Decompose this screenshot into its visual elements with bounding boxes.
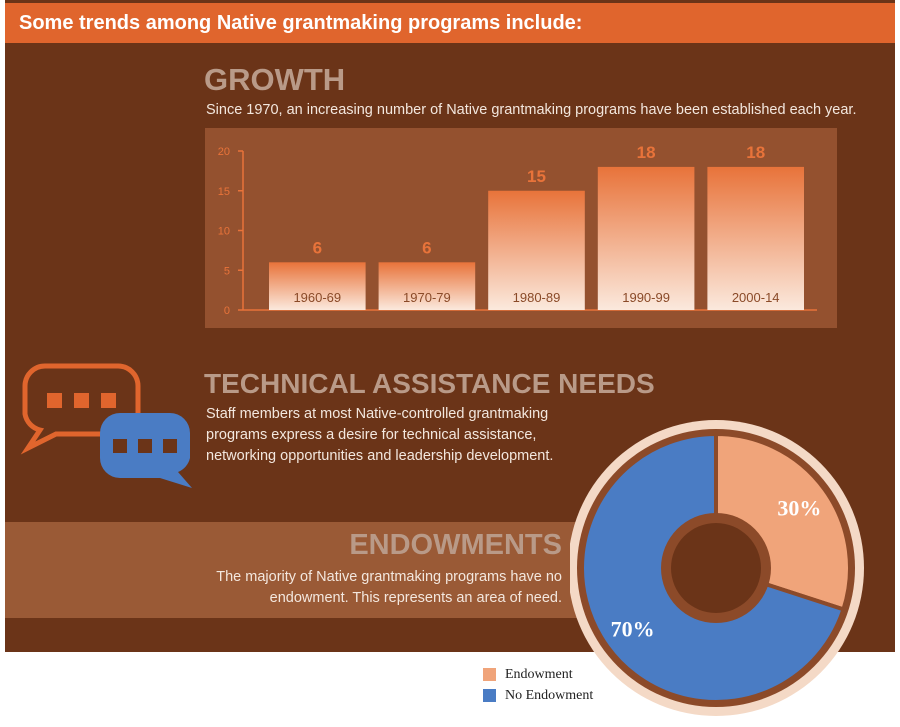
x-tick-label: 1980-89 bbox=[513, 290, 561, 305]
pie-slice-label: 70% bbox=[611, 617, 655, 642]
bar bbox=[269, 262, 366, 310]
bar-value-label: 6 bbox=[422, 238, 431, 257]
y-tick-label: 20 bbox=[218, 146, 230, 158]
x-tick-label: 1960-69 bbox=[293, 290, 341, 305]
y-tick-label: 15 bbox=[218, 186, 230, 198]
x-tick-label: 1990-99 bbox=[622, 290, 670, 305]
legend-swatch bbox=[483, 668, 496, 681]
bar-value-label: 18 bbox=[637, 143, 656, 162]
growth-title: GROWTH bbox=[204, 62, 346, 97]
legend-item: No Endowment bbox=[483, 685, 593, 706]
header-bar: Some trends among Native grantmaking pro… bbox=[5, 3, 895, 43]
y-tick-label: 5 bbox=[224, 265, 230, 277]
dot-icon bbox=[74, 393, 89, 408]
endowment-donut-chart: 30% 70% bbox=[570, 420, 864, 716]
dot-icon bbox=[101, 393, 116, 408]
growth-description: Since 1970, an increasing number of Nati… bbox=[206, 102, 857, 118]
pie-legend: Endowment No Endowment bbox=[483, 664, 593, 706]
legend-label: No Endowment bbox=[505, 687, 594, 703]
endowments-band bbox=[5, 522, 595, 618]
header-title: Some trends among Native grantmaking pro… bbox=[19, 12, 583, 34]
growth-bar-chart: 0 5 10 15 20 6 1960-69 6 1970-79 15 1980-89 18 1990-… bbox=[205, 128, 837, 328]
dot-icon bbox=[47, 393, 62, 408]
chat-icons bbox=[20, 363, 192, 488]
dot-icon bbox=[163, 439, 177, 453]
legend-swatch bbox=[483, 689, 496, 702]
bar bbox=[707, 166, 804, 310]
dot-icon bbox=[138, 439, 152, 453]
technical-assistance-title: TECHNICAL ASSISTANCE NEEDS bbox=[204, 368, 655, 399]
pie-slice-label: 30% bbox=[777, 495, 821, 520]
technical-assistance-description: Staff members at most Native-controlled … bbox=[206, 406, 554, 464]
speech-bubble-icon bbox=[100, 413, 192, 488]
bar bbox=[488, 190, 585, 310]
bar-value-label: 15 bbox=[527, 167, 546, 186]
endowments-title: ENDOWMENTS bbox=[349, 529, 562, 561]
donut-hole bbox=[671, 523, 761, 613]
x-tick-label: 2000-14 bbox=[732, 290, 780, 305]
endowments-description: The majority of Native grantmaking progr… bbox=[216, 569, 562, 606]
bar bbox=[597, 166, 695, 310]
legend-label: Endowment bbox=[505, 666, 573, 682]
dot-icon bbox=[113, 439, 127, 453]
y-tick-label: 0 bbox=[224, 305, 230, 317]
legend-item: Endowment bbox=[483, 664, 593, 685]
y-tick-label: 10 bbox=[218, 226, 230, 238]
x-tick-label: 1970-79 bbox=[403, 290, 451, 305]
bar bbox=[378, 262, 476, 310]
bar-value-label: 6 bbox=[313, 238, 322, 257]
bar-value-label: 18 bbox=[746, 143, 765, 162]
